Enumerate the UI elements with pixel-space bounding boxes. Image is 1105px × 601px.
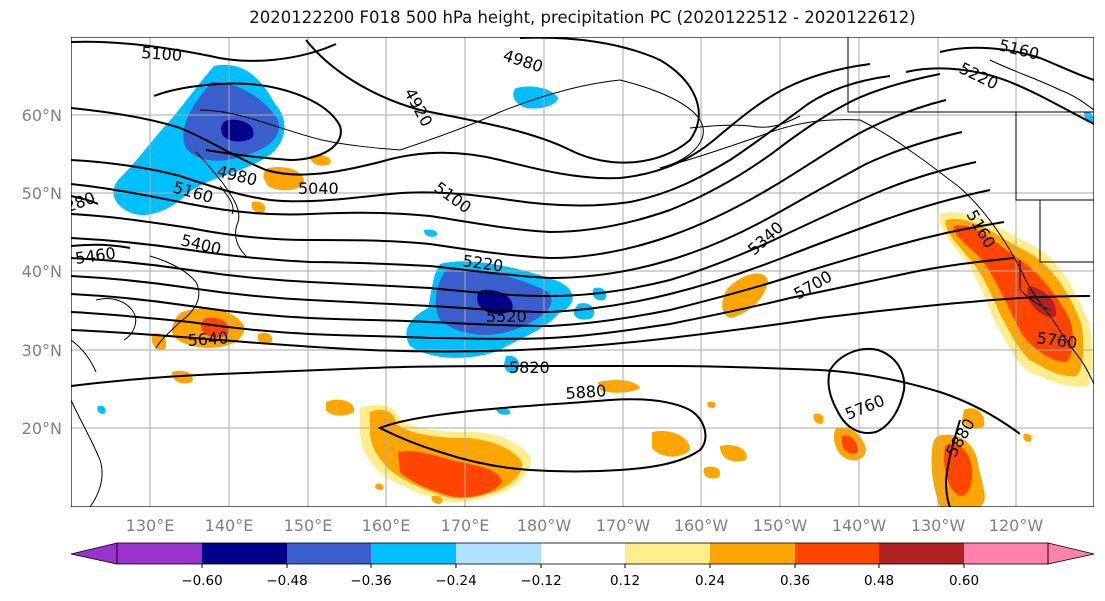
height-contours <box>71 37 1094 507</box>
colorbar: −0.60 −0.48 −0.36 −0.24 −0.12 0.12 0.24 … <box>70 542 1095 589</box>
colorbar-extend-high <box>1047 542 1095 565</box>
colorbar-tick-label: 0.24 <box>695 573 725 589</box>
colorbar-tick-label: −0.48 <box>266 573 307 589</box>
lat-label-40n: 40°N <box>22 262 62 281</box>
lon-label: 170°W <box>596 516 651 535</box>
lat-label-20n: 20°N <box>22 419 62 438</box>
lon-label: 150°E <box>284 516 333 535</box>
lon-label: 140°E <box>205 516 254 535</box>
colorbar-tick-label: −0.60 <box>181 573 222 589</box>
colorbar-swatch <box>117 543 202 564</box>
lat-label-50n: 50°N <box>22 184 62 203</box>
lon-label: 160°E <box>362 516 411 535</box>
colorbar-swatch <box>287 543 371 564</box>
colorbar-swatch <box>625 543 710 564</box>
lat-label-60n: 60°N <box>22 106 62 125</box>
latitude-labels: 60°N 50°N 40°N 30°N 20°N <box>22 106 62 438</box>
colorbar-tick-label: −0.12 <box>520 573 561 589</box>
contour-label: 5820 <box>509 358 550 377</box>
lon-label: 130°E <box>126 516 175 535</box>
colorbar-tick-label: −0.36 <box>350 573 391 589</box>
colorbar-swatch <box>371 543 456 564</box>
colorbar-swatch <box>202 543 287 564</box>
colorbar-tick-label: −0.24 <box>435 573 476 589</box>
colorbar-tick-label: 0.48 <box>864 573 894 589</box>
colorbar-tick-label: 0.60 <box>949 573 979 589</box>
lon-label: 170°E <box>441 516 490 535</box>
lon-label: 140°W <box>832 516 887 535</box>
lon-label: 120°W <box>989 516 1044 535</box>
colorbar-tick-label: 0.12 <box>610 573 640 589</box>
colorbar-extend-low <box>70 542 118 565</box>
lon-label: 150°W <box>753 516 808 535</box>
colorbar-swatch <box>710 543 795 564</box>
map-title: 2020122200 F018 500 hPa height, precipit… <box>249 8 916 27</box>
colorbar-tick-label: 0.36 <box>780 573 810 589</box>
contour-label: 5640 <box>187 328 229 350</box>
lon-label: 180°W <box>517 516 572 535</box>
contour-label: 5040 <box>298 179 339 198</box>
map-content: 5100 4980 4920 5160 5220 4980 5040 5100 … <box>71 37 1094 507</box>
colorbar-swatch <box>795 543 879 564</box>
contour-label: 5520 <box>486 307 527 326</box>
lon-label: 130°W <box>911 516 966 535</box>
colorbar-swatch <box>541 543 625 564</box>
colorbar-swatch <box>879 543 964 564</box>
colorbar-swatch <box>456 543 541 564</box>
lat-label-30n: 30°N <box>22 341 62 360</box>
colorbar-swatch <box>964 543 1048 564</box>
contour-label: 5880 <box>565 381 607 403</box>
contour-label: 5100 <box>141 43 183 65</box>
lon-label: 160°W <box>674 516 729 535</box>
longitude-labels: 130°E 140°E 150°E 160°E 170°E 180°W 170°… <box>126 516 1044 535</box>
